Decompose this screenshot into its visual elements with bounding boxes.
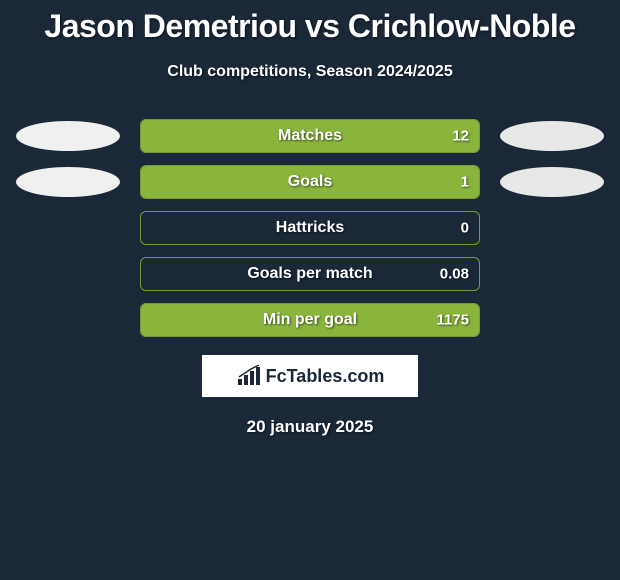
barchart-icon bbox=[236, 365, 262, 387]
stat-row: Goals per match 0.08 bbox=[0, 257, 620, 291]
stat-value: 12 bbox=[452, 128, 469, 145]
page-title: Jason Demetriou vs Crichlow-Noble bbox=[0, 8, 620, 45]
stat-value: 0 bbox=[461, 220, 469, 237]
stat-bar: Goals 1 bbox=[140, 165, 480, 199]
stat-label: Goals bbox=[288, 173, 332, 191]
stat-value: 1175 bbox=[436, 312, 469, 329]
logo-box: FcTables.com bbox=[202, 355, 418, 397]
stat-value: 1 bbox=[461, 174, 469, 191]
stat-label: Min per goal bbox=[263, 311, 357, 329]
stat-row: Goals 1 bbox=[0, 165, 620, 199]
stat-bar: Min per goal 1175 bbox=[140, 303, 480, 337]
stat-bar: Matches 12 bbox=[140, 119, 480, 153]
stat-bar: Goals per match 0.08 bbox=[140, 257, 480, 291]
player-left-oval bbox=[16, 167, 120, 197]
stat-rows: Matches 12 Goals 1 Hattricks 0 Goals per match… bbox=[0, 119, 620, 337]
snapshot-date: 20 january 2025 bbox=[0, 417, 620, 437]
logo-text: FcTables.com bbox=[266, 366, 385, 387]
player-left-oval bbox=[16, 121, 120, 151]
stat-value: 0.08 bbox=[440, 266, 469, 283]
stat-label: Goals per match bbox=[247, 265, 372, 283]
stat-row: Min per goal 1175 bbox=[0, 303, 620, 337]
page-subtitle: Club competitions, Season 2024/2025 bbox=[0, 63, 620, 81]
stat-row: Hattricks 0 bbox=[0, 211, 620, 245]
player-right-oval bbox=[500, 167, 604, 197]
comparison-chart: Jason Demetriou vs Crichlow-Noble Club c… bbox=[0, 0, 620, 437]
stat-label: Matches bbox=[278, 127, 342, 145]
stat-row: Matches 12 bbox=[0, 119, 620, 153]
stat-bar: Hattricks 0 bbox=[140, 211, 480, 245]
stat-label: Hattricks bbox=[276, 219, 344, 237]
player-right-oval bbox=[500, 121, 604, 151]
